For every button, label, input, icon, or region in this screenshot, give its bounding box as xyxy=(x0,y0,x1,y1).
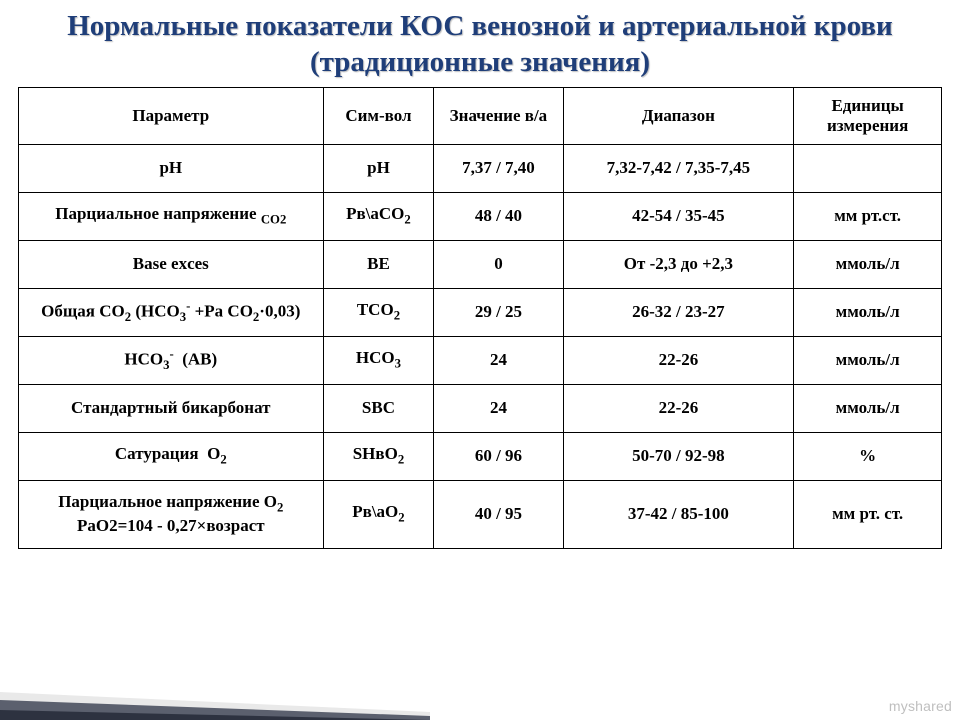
cell-units xyxy=(794,144,942,192)
cell-symbol: HCO3 xyxy=(323,336,434,384)
col-range: Диапазон xyxy=(563,87,794,144)
cell-range: 22-26 xyxy=(563,384,794,432)
cell-range: 42-54 / 35-45 xyxy=(563,192,794,240)
col-parameter: Параметр xyxy=(19,87,324,144)
table-row: Парциальное напряжение O2PaO2=104 - 0,27… xyxy=(19,480,942,548)
cell-parameter: Парциальное напряжение CO2 xyxy=(19,192,324,240)
cell-parameter: Стандартный бикарбонат xyxy=(19,384,324,432)
cell-symbol: BE xyxy=(323,240,434,288)
cell-units: ммоль/л xyxy=(794,240,942,288)
cell-parameter: Сатурация O2 xyxy=(19,432,324,480)
cell-value: 40 / 95 xyxy=(434,480,563,548)
cell-range: 7,32-7,42 / 7,35-7,45 xyxy=(563,144,794,192)
cell-units: % xyxy=(794,432,942,480)
table-row: Стандартный бикарбонатSBC2422-26ммоль/л xyxy=(19,384,942,432)
cell-range: 26-32 / 23-27 xyxy=(563,288,794,336)
decorative-wedge xyxy=(0,640,430,720)
cell-units: ммоль/л xyxy=(794,384,942,432)
cell-units: мм рт.ст. xyxy=(794,192,942,240)
cell-parameter: Base exces xyxy=(19,240,324,288)
table-header-row: Параметр Сим-вол Значение в/а Диапазон Е… xyxy=(19,87,942,144)
cell-parameter: Общая CO2 (HCO3- +Pa CO2·0,03) xyxy=(19,288,324,336)
page-title: Нормальные показатели КОС венозной и арт… xyxy=(0,0,960,87)
table-row: Парциальное напряжение CO2Pв\aCO248 / 40… xyxy=(19,192,942,240)
cell-range: 37-42 / 85-100 xyxy=(563,480,794,548)
table-wrapper: Параметр Сим-вол Значение в/а Диапазон Е… xyxy=(0,87,960,549)
cell-parameter: Парциальное напряжение O2PaO2=104 - 0,27… xyxy=(19,480,324,548)
cell-value: 24 xyxy=(434,336,563,384)
cell-symbol: SBC xyxy=(323,384,434,432)
table-row: pHpH7,37 / 7,407,32-7,42 / 7,35-7,45 xyxy=(19,144,942,192)
col-symbol: Сим-вол xyxy=(323,87,434,144)
watermark: myshared xyxy=(889,698,952,714)
cell-value: 48 / 40 xyxy=(434,192,563,240)
cell-value: 24 xyxy=(434,384,563,432)
cell-symbol: pH xyxy=(323,144,434,192)
cell-range: От -2,3 до +2,3 xyxy=(563,240,794,288)
cell-symbol: SHвO2 xyxy=(323,432,434,480)
cell-symbol: Pв\aO2 xyxy=(323,480,434,548)
cell-value: 60 / 96 xyxy=(434,432,563,480)
cell-range: 22-26 xyxy=(563,336,794,384)
cell-symbol: Pв\aCO2 xyxy=(323,192,434,240)
table-row: Сатурация O2SHвO260 / 9650-70 / 92-98% xyxy=(19,432,942,480)
parameters-table: Параметр Сим-вол Значение в/а Диапазон Е… xyxy=(18,87,942,549)
col-units: Единицы измерения xyxy=(794,87,942,144)
cell-symbol: TCO2 xyxy=(323,288,434,336)
cell-units: ммоль/л xyxy=(794,336,942,384)
table-row: Общая CO2 (HCO3- +Pa CO2·0,03)TCO229 / 2… xyxy=(19,288,942,336)
cell-range: 50-70 / 92-98 xyxy=(563,432,794,480)
table-body: pHpH7,37 / 7,407,32-7,42 / 7,35-7,45Парц… xyxy=(19,144,942,548)
table-row: Base excesBE0От -2,3 до +2,3ммоль/л xyxy=(19,240,942,288)
cell-value: 0 xyxy=(434,240,563,288)
cell-value: 7,37 / 7,40 xyxy=(434,144,563,192)
cell-value: 29 / 25 xyxy=(434,288,563,336)
cell-parameter: pH xyxy=(19,144,324,192)
cell-units: ммоль/л xyxy=(794,288,942,336)
cell-parameter: HCO3- (AB) xyxy=(19,336,324,384)
col-value: Значение в/а xyxy=(434,87,563,144)
cell-units: мм рт. ст. xyxy=(794,480,942,548)
table-row: HCO3- (AB)HCO32422-26ммоль/л xyxy=(19,336,942,384)
